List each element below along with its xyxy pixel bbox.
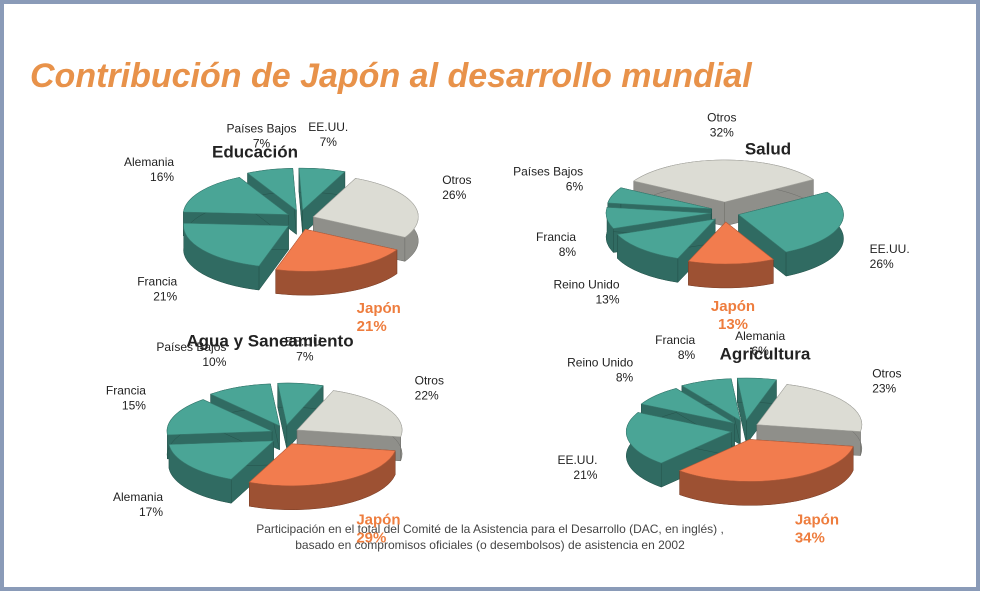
- slice-value-label: 21%: [357, 318, 387, 335]
- slice: [633, 159, 815, 203]
- pie: [605, 159, 844, 289]
- slice: [183, 177, 290, 215]
- slice-label: Francia: [655, 333, 695, 347]
- chart-title: Salud: [745, 139, 791, 158]
- caption: basado en compromisos oficiales (o desem…: [295, 538, 685, 552]
- slice-value-label: 34%: [795, 529, 825, 546]
- pie: [625, 377, 863, 506]
- slice-label: EE.UU.: [870, 242, 910, 256]
- slice: [736, 377, 777, 421]
- slice-value-label: 10%: [202, 355, 226, 369]
- slice: [183, 222, 290, 267]
- pie: [166, 382, 403, 511]
- slice: [640, 388, 735, 424]
- slice-value-label: 26%: [442, 188, 466, 202]
- slice: [737, 191, 844, 253]
- slice-label: Francia: [106, 384, 146, 398]
- chart-title: Agua y Saneamiento: [186, 331, 353, 350]
- slice-label: EE.UU.: [308, 120, 348, 134]
- slice-label: Francia: [137, 275, 177, 289]
- slice: [209, 383, 280, 427]
- slice-value-label: 13%: [595, 293, 619, 307]
- slice: [616, 218, 716, 259]
- slice-value-label: 22%: [415, 388, 439, 402]
- slice-value-label: 7%: [253, 136, 271, 150]
- slice-label: Países Bajos: [227, 121, 297, 135]
- slice-value-label: 29%: [356, 529, 386, 546]
- slice: [277, 382, 324, 426]
- slice-label: EE.UU.: [285, 334, 325, 348]
- slice-label: Japón: [357, 300, 401, 317]
- slice: [681, 378, 741, 422]
- slice-value-label: 26%: [870, 257, 894, 271]
- slice-label: Otros: [442, 173, 471, 187]
- slice-label: Otros: [707, 111, 736, 125]
- slice-value-label: 7%: [296, 349, 314, 363]
- slice: [607, 187, 712, 210]
- slice-label: Reino Unido: [553, 278, 619, 292]
- slice: [678, 439, 854, 482]
- slice: [298, 167, 346, 211]
- slice: [296, 390, 403, 438]
- pie: [183, 167, 419, 296]
- slice-label: Otros: [872, 366, 901, 380]
- slice-value-label: 21%: [573, 468, 597, 482]
- slice-value-label: 32%: [710, 126, 734, 140]
- slice-label: Japón: [795, 511, 839, 528]
- slice: [312, 178, 419, 238]
- slice-value-label: 21%: [153, 290, 177, 304]
- slice-value-label: 6%: [566, 180, 584, 194]
- slice: [248, 443, 396, 487]
- slice-value-label: 8%: [678, 348, 696, 362]
- slice-value-label: 23%: [872, 381, 896, 395]
- slice-value-label: 6%: [751, 344, 769, 358]
- slice-label: Países Bajos: [513, 165, 583, 179]
- slice: [275, 228, 398, 272]
- caption: Participación en el total del Comité de …: [256, 522, 724, 536]
- slice-value-label: 8%: [559, 245, 577, 259]
- slice-value-label: 17%: [139, 505, 163, 519]
- slide-title: Contribución de Japón al desarrollo mund…: [30, 57, 753, 95]
- slice: [246, 168, 297, 211]
- slice: [625, 412, 733, 464]
- slice-label: Alemania: [735, 329, 785, 343]
- slice-label: Japón: [711, 298, 755, 315]
- slice-label: Reino Unido: [567, 355, 633, 369]
- slice-label: Japón: [356, 511, 400, 528]
- slice-label: Países Bajos: [156, 340, 226, 354]
- slice-value-label: 8%: [616, 370, 634, 384]
- slice: [168, 440, 275, 480]
- slice-value-label: 7%: [320, 135, 338, 149]
- slice-label: Alemania: [113, 490, 163, 504]
- slice-label: Francia: [536, 230, 576, 244]
- chart-title: Agricultura: [720, 344, 811, 363]
- slice: [687, 221, 775, 265]
- slice-value-label: 15%: [122, 399, 146, 413]
- slice-value-label: 16%: [150, 170, 174, 184]
- slice-label: EE.UU.: [557, 453, 597, 467]
- slice: [756, 384, 863, 432]
- slice-value-label: 13%: [718, 316, 748, 333]
- slice: [605, 207, 712, 229]
- chart-title: Educación: [212, 142, 298, 161]
- slice-label: Alemania: [124, 155, 174, 169]
- slice-label: Otros: [415, 373, 444, 387]
- slice: [166, 399, 273, 436]
